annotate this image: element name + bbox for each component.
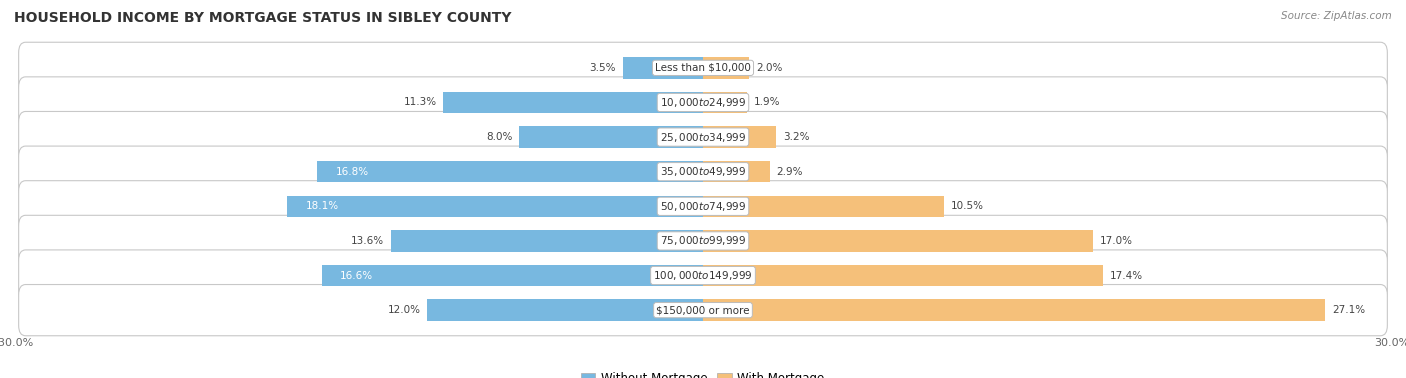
Bar xyxy=(703,161,769,183)
Text: HOUSEHOLD INCOME BY MORTGAGE STATUS IN SIBLEY COUNTY: HOUSEHOLD INCOME BY MORTGAGE STATUS IN S… xyxy=(14,11,512,25)
Text: 17.4%: 17.4% xyxy=(1109,271,1143,280)
Text: 17.0%: 17.0% xyxy=(1101,236,1133,246)
Text: $25,000 to $34,999: $25,000 to $34,999 xyxy=(659,130,747,144)
Text: 27.1%: 27.1% xyxy=(1333,305,1365,315)
FancyBboxPatch shape xyxy=(18,112,1388,163)
FancyBboxPatch shape xyxy=(18,42,1388,93)
Text: 3.2%: 3.2% xyxy=(783,132,810,142)
Bar xyxy=(519,126,703,148)
Bar xyxy=(318,161,703,183)
Text: 2.0%: 2.0% xyxy=(756,63,782,73)
Bar xyxy=(391,230,703,252)
Text: 16.6%: 16.6% xyxy=(340,271,373,280)
Bar xyxy=(703,299,1326,321)
Text: $10,000 to $24,999: $10,000 to $24,999 xyxy=(659,96,747,109)
Bar xyxy=(703,195,945,217)
FancyBboxPatch shape xyxy=(18,215,1388,266)
FancyBboxPatch shape xyxy=(18,146,1388,197)
Bar xyxy=(443,92,703,113)
Bar xyxy=(427,299,703,321)
Bar xyxy=(703,126,776,148)
Text: $50,000 to $74,999: $50,000 to $74,999 xyxy=(659,200,747,213)
Text: 12.0%: 12.0% xyxy=(388,305,420,315)
Text: 18.1%: 18.1% xyxy=(305,201,339,211)
Text: 1.9%: 1.9% xyxy=(754,98,780,107)
Bar xyxy=(287,195,703,217)
FancyBboxPatch shape xyxy=(18,181,1388,232)
FancyBboxPatch shape xyxy=(18,77,1388,128)
Text: 3.5%: 3.5% xyxy=(589,63,616,73)
Text: 8.0%: 8.0% xyxy=(486,132,512,142)
FancyBboxPatch shape xyxy=(18,285,1388,336)
Bar xyxy=(322,265,703,286)
Bar xyxy=(703,57,749,79)
Text: $100,000 to $149,999: $100,000 to $149,999 xyxy=(654,269,752,282)
Text: 10.5%: 10.5% xyxy=(950,201,984,211)
Text: Source: ZipAtlas.com: Source: ZipAtlas.com xyxy=(1281,11,1392,21)
Bar xyxy=(703,265,1102,286)
Text: 13.6%: 13.6% xyxy=(350,236,384,246)
Text: Less than $10,000: Less than $10,000 xyxy=(655,63,751,73)
Text: $75,000 to $99,999: $75,000 to $99,999 xyxy=(659,234,747,248)
FancyBboxPatch shape xyxy=(18,250,1388,301)
Text: $150,000 or more: $150,000 or more xyxy=(657,305,749,315)
Text: 11.3%: 11.3% xyxy=(404,98,437,107)
Bar xyxy=(623,57,703,79)
Text: 16.8%: 16.8% xyxy=(336,167,368,177)
Legend: Without Mortgage, With Mortgage: Without Mortgage, With Mortgage xyxy=(576,367,830,378)
Bar xyxy=(703,230,1094,252)
Bar xyxy=(703,92,747,113)
Text: $35,000 to $49,999: $35,000 to $49,999 xyxy=(659,165,747,178)
Text: 2.9%: 2.9% xyxy=(776,167,803,177)
